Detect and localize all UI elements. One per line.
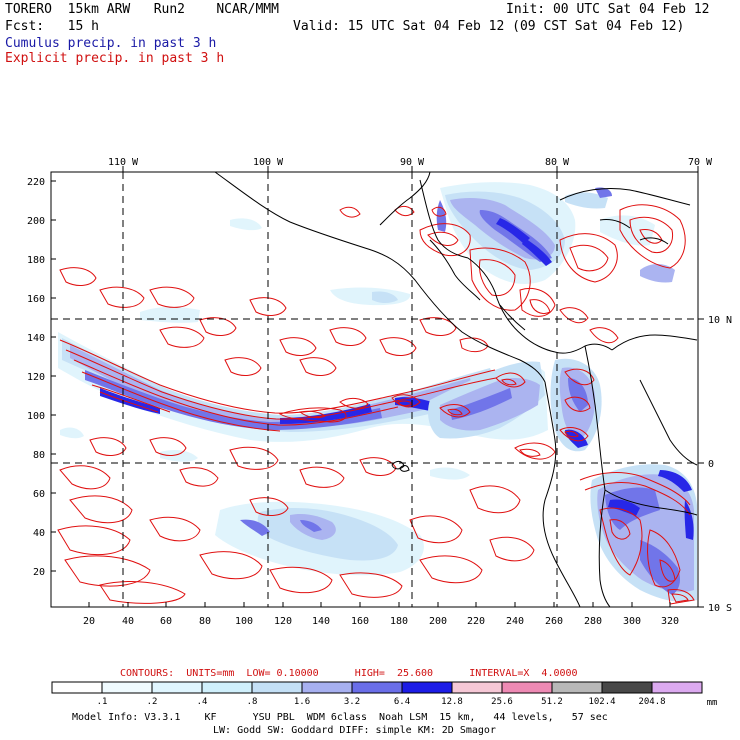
x-tick-label: 100 [235, 616, 253, 627]
x-tick-label: 260 [545, 616, 563, 627]
coastlines [214, 171, 698, 608]
color-legend [51, 681, 703, 694]
legend-swatch [301, 681, 353, 694]
legend-swatch [651, 681, 703, 694]
legend-level-label: 51.2 [541, 697, 563, 707]
explicit-precip-contours [57, 204, 695, 605]
y-tick-label: 20 [33, 567, 45, 578]
legend-level-label: .1 [97, 697, 108, 707]
lat-label-10n: 10 N [708, 315, 732, 326]
x-tick-label: 160 [351, 616, 369, 627]
y-tick-label: 120 [27, 372, 45, 383]
x-tick-label: 40 [122, 616, 134, 627]
lat-lon-grid [51, 172, 698, 607]
legend-swatch [401, 681, 453, 694]
y-tick-label: 140 [27, 333, 45, 344]
init-time: Init: 00 UTC Sat 04 Feb 12 [506, 2, 710, 17]
legend-level-label: 12.8 [441, 697, 463, 707]
lat-label-0: 0 [708, 459, 714, 470]
model-info-line2: LW: Godd SW: Goddard DIFF: simple KM: 2D… [213, 725, 496, 736]
legend-level-label: 3.2 [344, 697, 360, 707]
x-tick-label: 180 [390, 616, 408, 627]
lat-label-10s: 10 S [708, 603, 732, 614]
y-tick-label: 40 [33, 528, 45, 539]
legend-level-label: 1.6 [294, 697, 310, 707]
legend-units: mm [707, 698, 718, 708]
legend-swatch [251, 681, 303, 694]
lon-label-110w: 110 W [108, 157, 139, 168]
y-tick-label: 220 [27, 177, 45, 188]
lon-label-70w: 70 W [688, 157, 713, 168]
lon-label-100w: 100 W [253, 157, 284, 168]
x-tick-label: 20 [83, 616, 95, 627]
explicit-precip-label: Explicit precip. in past 3 h [5, 51, 225, 66]
lon-label-80w: 80 W [545, 157, 570, 168]
legend-level-label: .2 [147, 697, 158, 707]
legend-level-label: .4 [197, 697, 208, 707]
legend-level-label: 6.4 [394, 697, 410, 707]
x-tick-label: 80 [199, 616, 211, 627]
legend-swatch [501, 681, 553, 694]
x-tick-label: 240 [506, 616, 524, 627]
x-tick-label: 120 [274, 616, 292, 627]
valid-time: Valid: 15 UTC Sat 04 Feb 12 (09 CST Sat … [293, 19, 685, 34]
model-title: TORERO 15km ARW Run2 NCAR/MMM [5, 2, 279, 17]
x-tick-label: 280 [584, 616, 602, 627]
y-tick-label: 60 [33, 489, 45, 500]
legend-swatch [101, 681, 153, 694]
cumulus-precip-label: Cumulus precip. in past 3 h [5, 36, 217, 51]
y-tick-label: 180 [27, 255, 45, 266]
legend-swatch [601, 681, 653, 694]
legend-level-label: .8 [247, 697, 258, 707]
y-tick-label: 160 [27, 294, 45, 305]
contours-info: CONTOURS: UNITS=mm LOW= 0.10000 HIGH= 25… [120, 668, 578, 679]
legend-swatch [201, 681, 253, 694]
model-info-line1: Model Info: V3.3.1 KF YSU PBL WDM 6class… [72, 712, 608, 723]
x-tick-label: 200 [429, 616, 447, 627]
x-tick-label: 300 [623, 616, 641, 627]
x-tick-label: 320 [661, 616, 679, 627]
x-tick-label: 220 [467, 616, 485, 627]
legend-swatch [551, 681, 603, 694]
map-frame [50, 171, 699, 608]
legend-level-label: 102.4 [588, 697, 615, 707]
legend-swatch [351, 681, 403, 694]
y-tick-label: 100 [27, 411, 45, 422]
legend-swatch [51, 681, 103, 694]
y-tick-label: 80 [33, 450, 45, 461]
legend-level-label: 25.6 [491, 697, 513, 707]
x-tick-label: 140 [312, 616, 330, 627]
legend-level-label: 204.8 [638, 697, 665, 707]
x-tick-label: 60 [160, 616, 172, 627]
legend-swatch [151, 681, 203, 694]
y-tick-label: 200 [27, 216, 45, 227]
legend-swatch [451, 681, 503, 694]
lon-label-90w: 90 W [400, 157, 425, 168]
forecast-hour: Fcst: 15 h [5, 19, 99, 34]
